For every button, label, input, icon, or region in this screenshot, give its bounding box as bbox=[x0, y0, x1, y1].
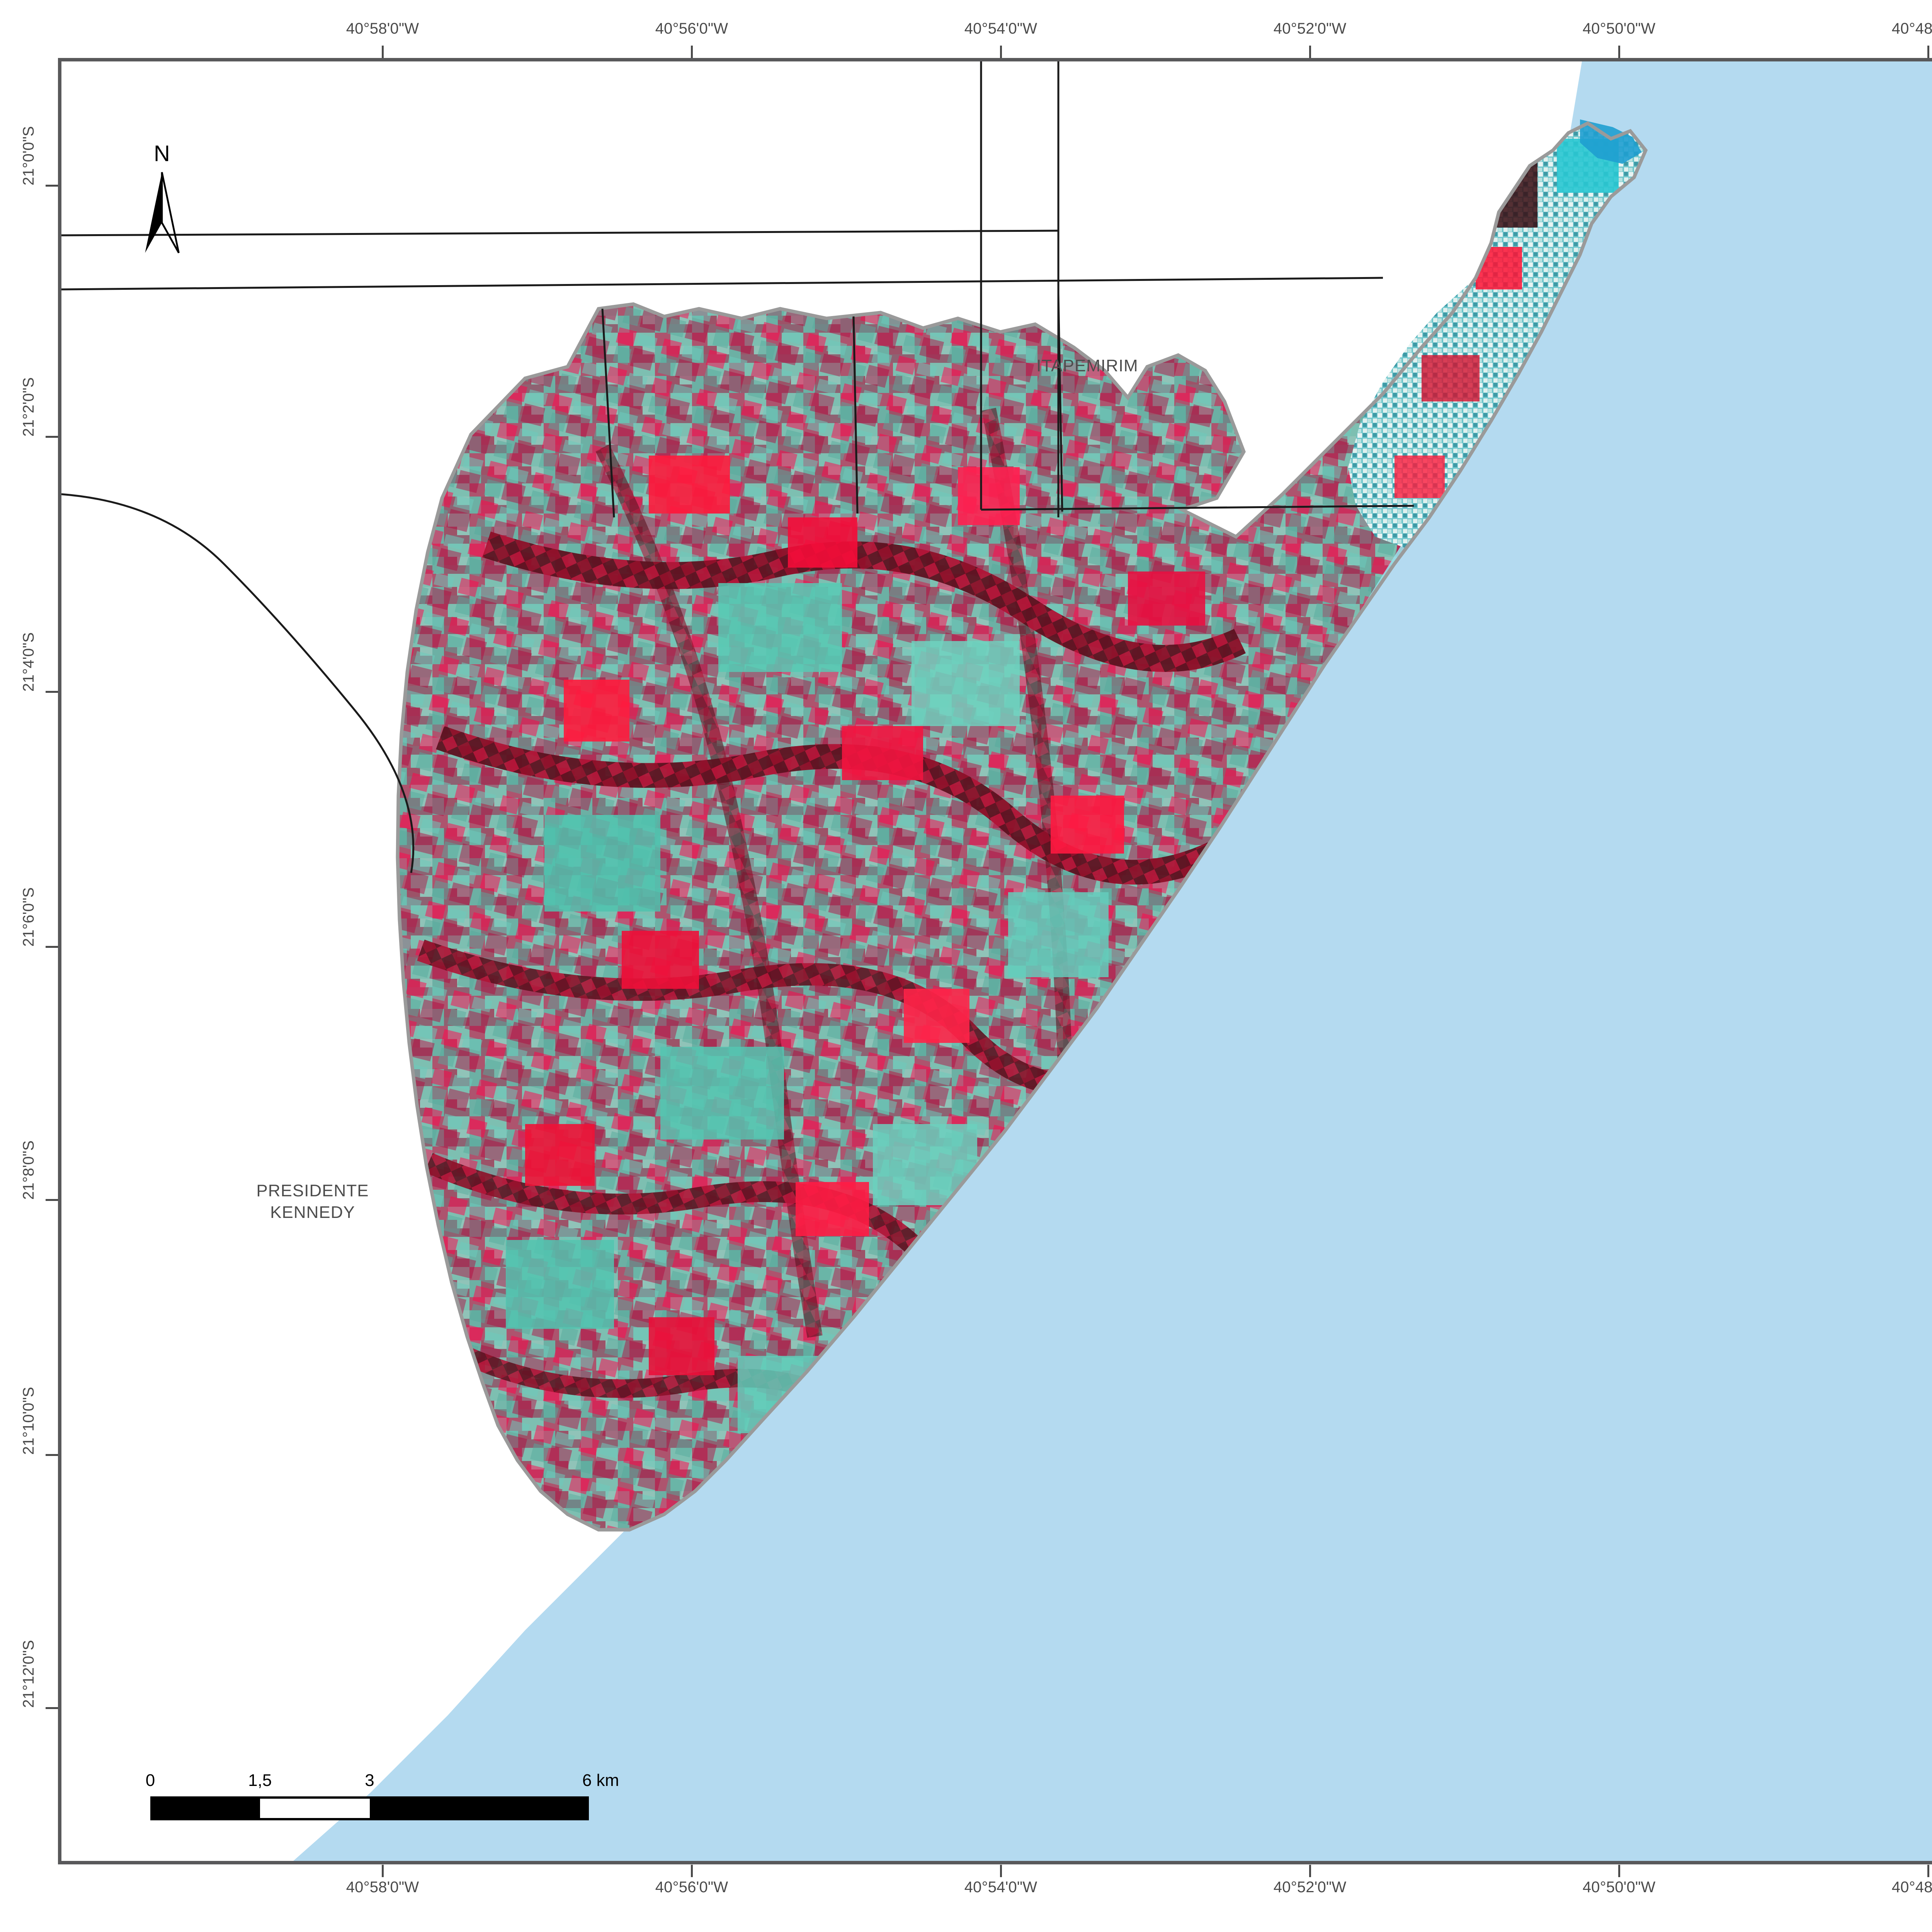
latitude-label: 21°10'0"S bbox=[20, 1387, 37, 1455]
longitude-label: 40°50'0"W bbox=[1582, 20, 1656, 37]
scale-bar-segment bbox=[150, 1796, 260, 1820]
main-map-frame[interactable]: ITAPEMIRIM PRESIDENTE KENNEDY N 0 1,5 3 6 km bbox=[58, 58, 1932, 1864]
longitude-label: 40°58'0"W bbox=[346, 20, 419, 37]
latitude-tick bbox=[46, 436, 58, 438]
longitude-tick bbox=[1309, 46, 1311, 58]
scale-bar-tick-label: 1,5 bbox=[248, 1771, 272, 1790]
latitude-label: 21°4'0"S bbox=[20, 632, 37, 692]
longitude-tick bbox=[1927, 1865, 1929, 1877]
longitude-label: 40°54'0"W bbox=[964, 20, 1037, 37]
latitude-label: 21°12'0"S bbox=[20, 1640, 37, 1708]
latitude-label: 21°8'0"S bbox=[20, 1140, 37, 1200]
scale-bar: 0 1,5 3 6 km bbox=[146, 1771, 619, 1820]
longitude-label: 40°52'0"W bbox=[1273, 20, 1347, 37]
longitude-label: 40°58'0"W bbox=[346, 1879, 419, 1896]
longitude-tick bbox=[1309, 1865, 1311, 1877]
scale-bar-graphic bbox=[150, 1796, 589, 1820]
longitude-label: 40°56'0"W bbox=[655, 20, 728, 37]
scale-bar-segment bbox=[369, 1796, 589, 1820]
latitude-tick bbox=[46, 691, 58, 693]
longitude-tick bbox=[382, 1865, 384, 1877]
map-place-label: PRESIDENTE KENNEDY bbox=[256, 1181, 369, 1222]
longitude-label: 40°48'0"W bbox=[1891, 1879, 1932, 1896]
map-canvas[interactable]: ITAPEMIRIM PRESIDENTE KENNEDY N 0 1,5 3 6 km bbox=[61, 61, 1932, 1861]
longitude-label: 40°56'0"W bbox=[655, 1879, 728, 1896]
latitude-label: 21°2'0"S bbox=[20, 377, 37, 437]
latitude-tick bbox=[46, 1199, 58, 1201]
longitude-label: 40°52'0"W bbox=[1273, 1879, 1347, 1896]
latitude-label: 21°0'0"S bbox=[20, 126, 37, 186]
north-arrow-label: N bbox=[154, 141, 170, 166]
longitude-tick bbox=[1618, 46, 1620, 58]
latitude-label: 21°6'0"S bbox=[20, 887, 37, 947]
longitude-tick bbox=[1000, 1865, 1002, 1877]
longitude-label: 40°50'0"W bbox=[1582, 1879, 1656, 1896]
satellite-imagery bbox=[61, 61, 1932, 1861]
scale-bar-labels: 0 1,5 3 6 km bbox=[146, 1771, 619, 1790]
longitude-tick bbox=[691, 1865, 693, 1877]
longitude-tick bbox=[1927, 46, 1929, 58]
scale-bar-segment bbox=[260, 1796, 370, 1820]
scale-bar-tick-label: 0 bbox=[145, 1771, 155, 1790]
latitude-tick bbox=[46, 946, 58, 948]
latitude-tick bbox=[46, 1707, 58, 1709]
latitude-tick bbox=[46, 1454, 58, 1456]
scale-bar-tick-label: 3 bbox=[365, 1771, 374, 1790]
scale-bar-tick-label: 6 km bbox=[582, 1771, 619, 1790]
map-place-label: ITAPEMIRIM bbox=[1036, 356, 1138, 375]
latitude-tick bbox=[46, 185, 58, 187]
north-arrow: N bbox=[137, 143, 187, 255]
longitude-tick bbox=[691, 46, 693, 58]
longitude-label: 40°48'0"W bbox=[1891, 20, 1932, 37]
longitude-label: 40°54'0"W bbox=[964, 1879, 1037, 1896]
north-arrow-icon bbox=[145, 172, 180, 253]
longitude-tick bbox=[1618, 1865, 1620, 1877]
longitude-tick bbox=[1000, 46, 1002, 58]
longitude-tick bbox=[382, 46, 384, 58]
